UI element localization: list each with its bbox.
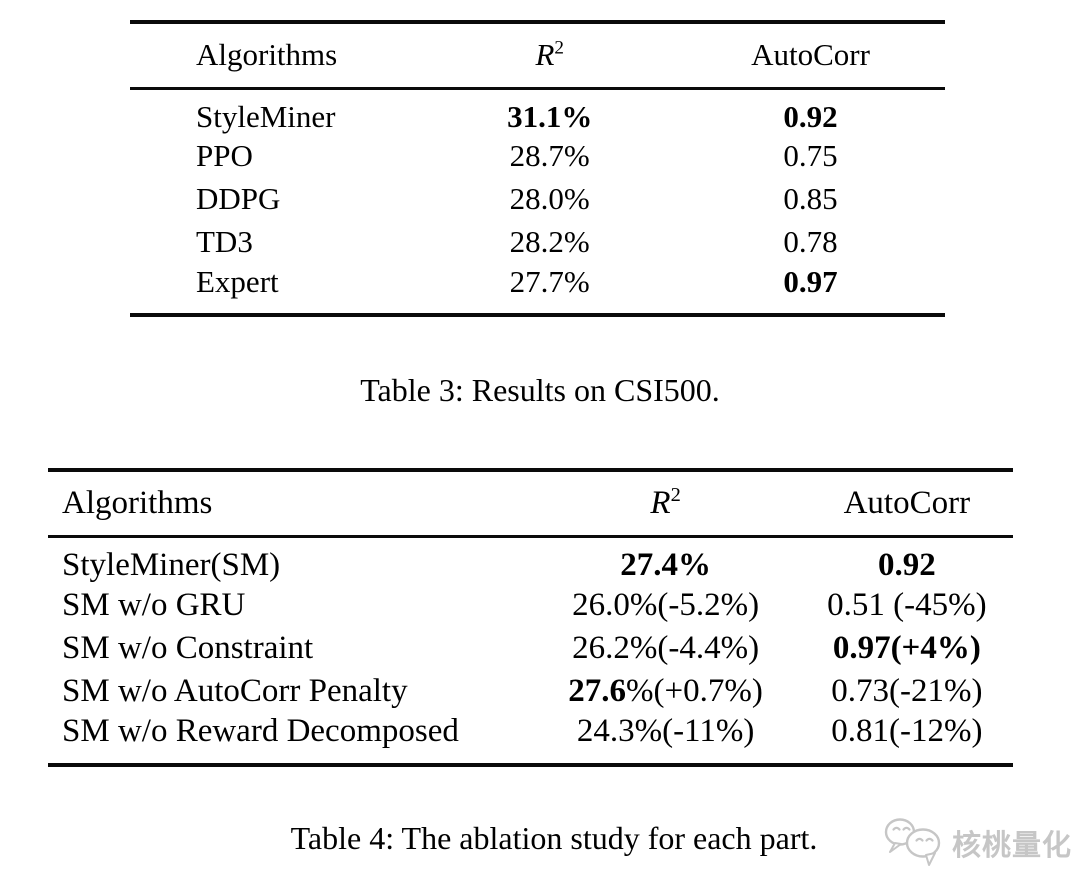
r-squared-sup: 2 xyxy=(670,483,681,506)
cell-text: 31.1% xyxy=(507,98,593,134)
cell-text: 0.51 (-45%) xyxy=(827,586,987,623)
column-header-autocorr: AutoCorr xyxy=(843,484,971,521)
cell-autocorr: 0.51 (-45%) xyxy=(801,584,1013,627)
cell-algorithm: PPO xyxy=(130,135,423,178)
cell-r2: 26.0%(-5.2%) xyxy=(531,584,801,627)
cell-r2: 27.6%(+0.7%) xyxy=(531,670,801,713)
cell-r2: 27.4% xyxy=(531,536,801,584)
r-squared-base: R xyxy=(650,484,671,521)
cell-autocorr: 0.85 xyxy=(676,178,945,221)
cell-autocorr: 0.92 xyxy=(801,536,1013,584)
chat-faces-icon xyxy=(884,818,941,866)
cell-text: SM w/o GRU xyxy=(62,586,246,623)
cell-text: 27.6 xyxy=(568,672,627,709)
cell-text: 24.3%(-11%) xyxy=(576,712,755,749)
cell-text: 0.92 xyxy=(783,98,838,134)
column-header-autocorr: AutoCorr xyxy=(751,37,870,73)
cell-text: SM w/o Reward Decomposed xyxy=(62,712,459,749)
cell-algorithm: DDPG xyxy=(130,178,423,221)
table-3-body: StyleMiner 31.1% 0.92 PPO 28.7% 0.75 DDPG 28.0%… xyxy=(130,88,945,315)
cell-autocorr: 0.73(-21%) xyxy=(801,670,1013,713)
table-3: Algorithms R2 AutoCorr StyleMiner 31.1% 0.… xyxy=(130,20,945,317)
cell-algorithm: StyleMiner xyxy=(130,88,423,135)
column-header-r2: R2 xyxy=(531,470,801,536)
cell-text: StyleMiner(SM) xyxy=(62,546,281,583)
cell-autocorr: 0.81(-12%) xyxy=(801,713,1013,765)
cell-text: 27.7% xyxy=(509,263,590,299)
cell-r2: 28.2% xyxy=(423,221,676,264)
r-squared-base: R xyxy=(535,37,555,73)
cell-r2: 28.0% xyxy=(423,178,676,221)
table-3-header: Algorithms R2 AutoCorr xyxy=(130,22,945,88)
cell-text: 26.0%(-5.2%) xyxy=(572,586,760,623)
cell-text: 0.97 xyxy=(783,263,838,299)
cell-text: 0.92 xyxy=(877,546,936,583)
table-3-results-csi500: Algorithms R2 AutoCorr StyleMiner 31.1% 0.… xyxy=(130,20,945,317)
cell-autocorr: 0.92 xyxy=(676,88,945,135)
table-row: StyleMiner 31.1% 0.92 xyxy=(130,88,945,135)
cell-text: 0.81(-12%) xyxy=(831,712,983,749)
table-row: Expert 27.7% 0.97 xyxy=(130,264,945,315)
cell-text: 0.78 xyxy=(783,224,838,259)
cell-algorithm: SM w/o GRU xyxy=(48,584,531,627)
table-row: DDPG 28.0% 0.85 xyxy=(130,178,945,221)
table-row: SM w/o Reward Decomposed 24.3%(-11%) 0.81(… xyxy=(48,713,1013,765)
cell-algorithm: SM w/o AutoCorr Penalty xyxy=(48,670,531,713)
cell-algorithm: SM w/o Reward Decomposed xyxy=(48,713,531,765)
cell-text: 28.2% xyxy=(509,224,590,259)
cell-text: %(+0.7%) xyxy=(626,672,763,709)
column-header-algorithms: Algorithms xyxy=(196,37,338,73)
table-4-header: Algorithms R2 AutoCorr xyxy=(48,470,1013,536)
cell-algorithm: SM w/o Constraint xyxy=(48,627,531,670)
cell-text: SM w/o Constraint xyxy=(62,629,314,666)
table-row: SM w/o GRU 26.0%(-5.2%) 0.51 (-45%) xyxy=(48,584,1013,627)
cell-text: StyleMiner xyxy=(196,98,336,134)
cell-text: 0.75 xyxy=(783,138,838,173)
cell-autocorr: 0.97 xyxy=(676,264,945,315)
cell-text: 0.97(+4%) xyxy=(832,629,981,666)
table-3-caption: Table 3: Results on CSI500. xyxy=(360,372,720,408)
cell-r2: 27.7% xyxy=(423,264,676,315)
cell-text: 28.0% xyxy=(509,181,590,216)
cell-autocorr: 0.75 xyxy=(676,135,945,178)
table-4: Algorithms R2 AutoCorr StyleMiner(SM) 27.… xyxy=(48,468,1013,767)
watermark-text: 核桃量化 xyxy=(952,828,1073,862)
cell-text: 28.7% xyxy=(509,138,590,173)
cell-text: TD3 xyxy=(196,224,253,259)
cell-autocorr: 0.78 xyxy=(676,221,945,264)
table-row: SM w/o Constraint 26.2%(-4.4%) 0.97(+4%) xyxy=(48,627,1013,670)
cell-text: 27.4% xyxy=(620,546,711,583)
cell-algorithm: StyleMiner(SM) xyxy=(48,536,531,584)
column-header-r2: R2 xyxy=(423,22,676,88)
table-row: TD3 28.2% 0.78 xyxy=(130,221,945,264)
cell-algorithm: TD3 xyxy=(130,221,423,264)
cell-r2: 31.1% xyxy=(423,88,676,135)
header-row: Algorithms R2 AutoCorr xyxy=(48,470,1013,536)
table-row: StyleMiner(SM) 27.4% 0.92 xyxy=(48,536,1013,584)
watermark: 核桃量化 xyxy=(882,816,1072,870)
column-header-algorithms: Algorithms xyxy=(62,484,213,521)
r-squared-sup: 2 xyxy=(554,37,564,59)
cell-text: Expert xyxy=(196,263,279,299)
cell-text: DDPG xyxy=(196,181,281,216)
cell-algorithm: Expert xyxy=(130,264,423,315)
cell-text: SM w/o AutoCorr Penalty xyxy=(62,672,408,709)
table-4-ablation-study: Algorithms R2 AutoCorr StyleMiner(SM) 27.… xyxy=(48,468,1013,767)
table-4-body: StyleMiner(SM) 27.4% 0.92 SM w/o GRU 26.0%(-… xyxy=(48,536,1013,765)
cell-text: 0.85 xyxy=(783,181,838,216)
table-4-caption: Table 4: The ablation study for each par… xyxy=(290,820,818,856)
cell-r2: 28.7% xyxy=(423,135,676,178)
cell-r2: 26.2%(-4.4%) xyxy=(531,627,801,670)
table-row: SM w/o AutoCorr Penalty 27.6%(+0.7%) 0.73(… xyxy=(48,670,1013,713)
cell-text: 0.73(-21%) xyxy=(831,672,983,709)
cell-text: PPO xyxy=(196,138,253,173)
cell-r2: 24.3%(-11%) xyxy=(531,713,801,765)
table-row: PPO 28.7% 0.75 xyxy=(130,135,945,178)
cell-text: 26.2%(-4.4%) xyxy=(572,629,760,666)
cell-autocorr: 0.97(+4%) xyxy=(801,627,1013,670)
header-row: Algorithms R2 AutoCorr xyxy=(130,22,945,88)
